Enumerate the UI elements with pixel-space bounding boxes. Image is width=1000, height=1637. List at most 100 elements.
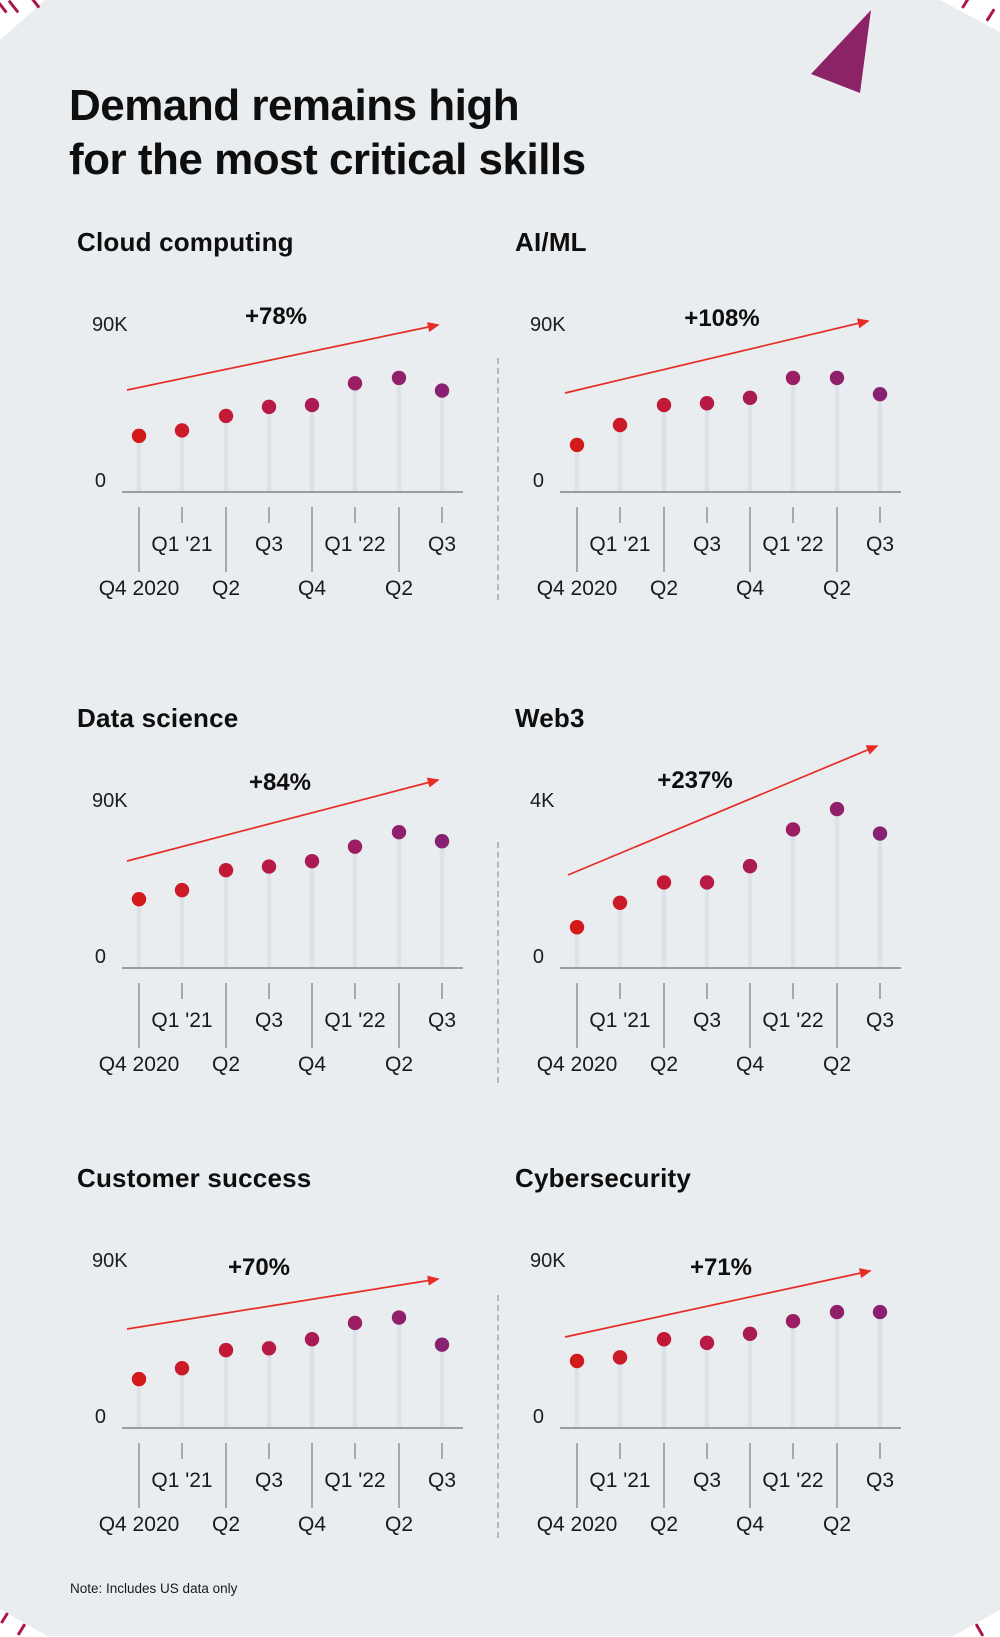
data-point — [785, 1313, 801, 1329]
x-tick-label: Q2 — [822, 1513, 852, 1536]
data-point — [304, 853, 320, 869]
column-divider — [497, 1295, 499, 1538]
x-tick-label: Q4 2020 — [536, 1053, 618, 1076]
x-tick-label: Q3 — [427, 1469, 457, 1492]
growth-label: +237% — [657, 767, 733, 794]
x-tick-label: Q2 — [211, 1053, 241, 1076]
corner-hatch-icon — [30, 0, 41, 9]
corner-hatch-icon — [16, 1623, 27, 1636]
data-point — [872, 1304, 888, 1320]
x-tick-label: Q2 — [211, 577, 241, 600]
x-tick-label: Q1 '22 — [324, 1009, 386, 1032]
data-point — [829, 370, 845, 386]
footnote: Note: Includes US data only — [70, 1581, 238, 1596]
x-tick-label: Q3 — [865, 533, 895, 556]
data-point — [742, 1326, 758, 1342]
data-point — [391, 370, 407, 386]
data-point — [131, 1371, 147, 1387]
data-point — [872, 826, 888, 841]
x-tick-label: Q1 '21 — [151, 533, 213, 556]
x-tick-label: Q4 2020 — [98, 577, 180, 600]
chart-plot — [560, 318, 901, 572]
data-point — [785, 822, 801, 837]
data-point — [829, 1304, 845, 1320]
data-point — [742, 390, 758, 406]
x-tick-label: Q1 '22 — [762, 533, 824, 556]
x-tick-label: Q3 — [254, 1009, 284, 1032]
chart-plot — [560, 1268, 901, 1508]
x-tick-label: Q2 — [649, 577, 679, 600]
data-point — [261, 1341, 277, 1356]
y-axis-max-label: 4K — [530, 790, 555, 812]
data-point — [347, 839, 363, 854]
data-point — [261, 399, 277, 415]
column-divider — [497, 842, 499, 1083]
corner-hatch-icon — [0, 1612, 9, 1624]
data-point — [391, 1310, 407, 1325]
corner-hatch-icon — [0, 1, 8, 14]
growth-arrow — [564, 318, 870, 394]
corner-hatch-icon — [961, 0, 970, 9]
data-point — [569, 920, 585, 935]
data-point — [174, 1361, 190, 1376]
data-point — [569, 1353, 585, 1369]
logo-triangle-shape — [811, 10, 871, 93]
x-tick-label: Q4 — [735, 1053, 765, 1076]
growth-label: +70% — [227, 1254, 291, 1281]
x-tick-label: Q2 — [822, 577, 852, 600]
chart-title-customer-success: Customer success — [77, 1163, 312, 1193]
x-tick-label: Q4 — [297, 1513, 327, 1536]
y-axis-max-label: 90K — [530, 1250, 566, 1272]
data-point — [742, 858, 758, 874]
x-tick-label: Q1 '22 — [324, 1469, 386, 1492]
x-tick-label: Q2 — [384, 1513, 414, 1536]
y-axis-max-label: 90K — [92, 314, 128, 336]
chart-data-science: Data science 90K 0 +84% Q4 2020 Q1 '21 Q2 Q3 Q4 Q… — [60, 691, 500, 1091]
x-tick-label: Q3 — [692, 1009, 722, 1032]
growth-label: +84% — [248, 769, 312, 796]
data-point — [612, 1350, 628, 1365]
chart-customer-success: Customer success 90K 0 +70% Q4 2020 Q1 '21 Q2 Q… — [60, 1151, 500, 1551]
data-point — [699, 396, 715, 411]
chart-plot — [560, 745, 901, 1048]
x-tick-label: Q2 — [649, 1053, 679, 1076]
chart-cybersecurity: Cybersecurity 90K 0 +71% Q4 2020 Q1 '21 Q2 Q3 Q4… — [498, 1151, 938, 1551]
data-point — [131, 428, 147, 444]
data-point — [218, 1342, 234, 1358]
data-point — [656, 1332, 672, 1347]
data-point — [612, 895, 628, 910]
y-axis-zero-label: 0 — [532, 946, 544, 968]
growth-arrow — [126, 322, 440, 391]
data-point — [612, 417, 628, 433]
chart-web3: Web3 4K 0 +237% Q4 2020 Q1 '21 Q2 Q3 Q4 Q1 '22 Q2 Q… — [498, 691, 938, 1091]
data-point — [699, 875, 715, 890]
data-point — [656, 397, 672, 413]
x-tick-label: Q4 — [297, 1053, 327, 1076]
x-tick-label: Q4 — [735, 1513, 765, 1536]
data-point — [347, 376, 363, 391]
chart-cloud-computing: Cloud computing 90K 0 +78% Q4 2020 Q1 '21 Q2 Q3… — [60, 215, 500, 615]
x-tick-label: Q1 '21 — [589, 1469, 651, 1492]
y-axis-max-label: 90K — [92, 790, 128, 812]
data-point — [304, 397, 320, 413]
y-axis-zero-label: 0 — [94, 946, 106, 968]
y-axis-zero-label: 0 — [532, 1406, 544, 1428]
growth-arrow — [567, 745, 879, 876]
data-point — [174, 882, 190, 898]
x-tick-label: Q3 — [865, 1469, 895, 1492]
page-title: Demand remains high for the most critica… — [69, 81, 586, 185]
chart-plot — [122, 322, 463, 572]
data-point — [434, 1337, 450, 1352]
data-point — [872, 387, 888, 402]
growth-arrow — [126, 777, 440, 862]
chart-title-cybersecurity: Cybersecurity — [515, 1163, 692, 1193]
x-tick-label: Q1 '22 — [762, 1469, 824, 1492]
chart-plot — [122, 1275, 463, 1508]
x-tick-label: Q1 '21 — [589, 533, 651, 556]
x-tick-label: Q2 — [822, 1053, 852, 1076]
x-tick-label: Q1 '21 — [151, 1469, 213, 1492]
y-axis-max-label: 90K — [530, 314, 566, 336]
data-point — [218, 863, 234, 878]
chart-ai-ml: AI/ML 90K 0 +108% Q4 2020 Q1 '21 Q2 Q3 Q4 Q1 '22 Q… — [498, 215, 938, 615]
